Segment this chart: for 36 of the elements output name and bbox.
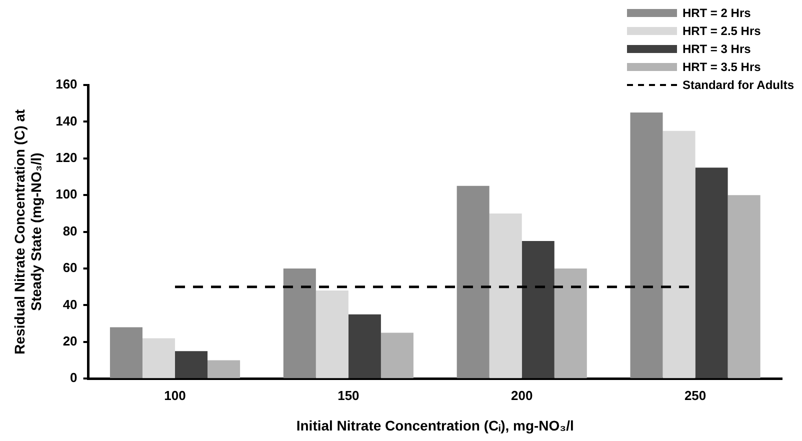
y-tick-label: 100 bbox=[56, 186, 78, 202]
bar bbox=[175, 351, 208, 378]
x-axis-title: Initial Nitrate Concentration (Cᵢ), mg-NO₃/l bbox=[296, 417, 574, 434]
y-tick-label: 80 bbox=[62, 223, 78, 238]
legend-label: HRT = 3.5 Hrs bbox=[682, 60, 761, 74]
y-tick-label: 0 bbox=[70, 370, 78, 386]
legend-label: HRT = 3 Hrs bbox=[682, 42, 751, 56]
bar bbox=[456, 186, 490, 378]
bar bbox=[630, 112, 663, 378]
bar bbox=[728, 195, 760, 378]
bar bbox=[283, 268, 316, 378]
bar bbox=[695, 168, 728, 378]
bar bbox=[110, 327, 142, 378]
legend-label: Standard for Adults bbox=[682, 78, 794, 92]
x-tick-label: 250 bbox=[684, 388, 706, 403]
x-tick-label: 200 bbox=[511, 388, 533, 403]
bar bbox=[380, 332, 414, 378]
x-tick-label: 100 bbox=[164, 388, 186, 403]
y-tick-label: 160 bbox=[56, 76, 78, 92]
bar bbox=[348, 314, 381, 378]
legend-label: HRT = 2.5 Hrs bbox=[682, 24, 761, 38]
y-tick-label: 20 bbox=[62, 333, 78, 348]
y-tick-label: 140 bbox=[56, 113, 78, 128]
bar bbox=[316, 290, 348, 378]
y-tick-label: 120 bbox=[56, 150, 78, 165]
bar bbox=[489, 213, 522, 378]
bar bbox=[522, 240, 554, 378]
bar bbox=[142, 338, 176, 378]
bar bbox=[662, 130, 696, 378]
bar bbox=[208, 360, 240, 378]
y-tick-label: 40 bbox=[62, 296, 78, 312]
legend-label: HRT = 2 Hrs bbox=[682, 6, 751, 20]
x-tick-label: 150 bbox=[338, 388, 360, 403]
y-tick-label: 60 bbox=[62, 260, 78, 276]
bar bbox=[554, 268, 587, 378]
y-axis-title: Residual Nitrate Concentration (C) at Steady State (mg-NO₃/l) bbox=[11, 108, 44, 354]
